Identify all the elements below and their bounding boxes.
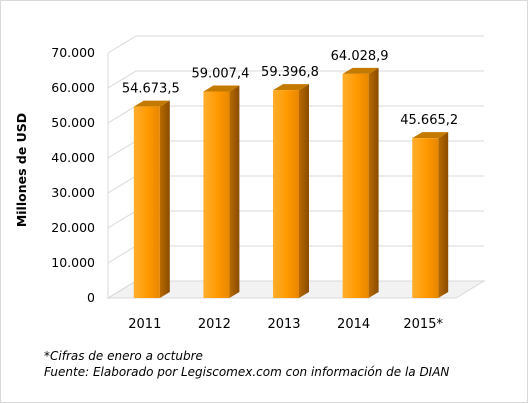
bar-top bbox=[412, 132, 449, 139]
bar-top bbox=[133, 100, 170, 107]
x-category-label: 2012 bbox=[198, 317, 231, 332]
bar-front bbox=[133, 106, 160, 298]
x-category-label: 2015* bbox=[403, 317, 443, 332]
bar bbox=[412, 132, 449, 298]
y-tick-label: 0 bbox=[87, 290, 95, 305]
y-tick-label: 60.000 bbox=[51, 80, 95, 95]
bar-front bbox=[273, 90, 299, 298]
data-label: 45.665,2 bbox=[400, 113, 458, 128]
bar-top bbox=[342, 67, 379, 74]
y-axis-ticks: 0 10.000 20.000 30.000 40.000 50.000 60.000 70.… bbox=[51, 45, 95, 305]
bar bbox=[273, 84, 309, 298]
bar-side bbox=[438, 132, 449, 298]
source-note: Fuente: Elaborado por Legiscomex.com con… bbox=[44, 365, 450, 379]
data-label: 54.673,5 bbox=[122, 82, 180, 97]
gridline bbox=[107, 35, 484, 54]
y-tick-label: 50.000 bbox=[51, 115, 95, 130]
bar-side bbox=[368, 67, 379, 298]
bar bbox=[203, 85, 240, 299]
bar-front bbox=[412, 138, 439, 298]
y-tick-label: 40.000 bbox=[51, 150, 95, 165]
x-category-label: 2013 bbox=[267, 317, 300, 332]
x-category-label: 2014 bbox=[337, 317, 370, 332]
bar-top bbox=[273, 84, 309, 91]
bar-side bbox=[229, 85, 240, 299]
y-tick-label: 10.000 bbox=[51, 255, 95, 270]
data-labels: 54.673,5 59.007,4 59.396,8 64.028,9 45.665,2 bbox=[122, 49, 458, 128]
y-axis-label: Millones de USD bbox=[14, 113, 29, 227]
x-axis-categories: 2011 2012 2013 2014 2015* bbox=[128, 317, 443, 332]
bar bbox=[133, 100, 170, 298]
bar-front bbox=[203, 91, 230, 299]
y-tick-label: 70.000 bbox=[51, 45, 95, 60]
bar-side bbox=[299, 84, 309, 298]
bar-front bbox=[342, 73, 369, 298]
data-label: 59.396,8 bbox=[261, 65, 319, 80]
x-category-label: 2011 bbox=[128, 317, 161, 332]
bar-top bbox=[203, 85, 240, 92]
bars bbox=[133, 67, 449, 299]
y-tick-label: 30.000 bbox=[51, 185, 95, 200]
bar bbox=[342, 67, 379, 298]
footnote: *Cifras de enero a octubre bbox=[44, 349, 203, 363]
data-label: 64.028,9 bbox=[331, 49, 389, 64]
bar-side bbox=[159, 100, 170, 298]
y-tick-label: 20.000 bbox=[51, 220, 95, 235]
data-label: 59.007,4 bbox=[191, 66, 249, 81]
